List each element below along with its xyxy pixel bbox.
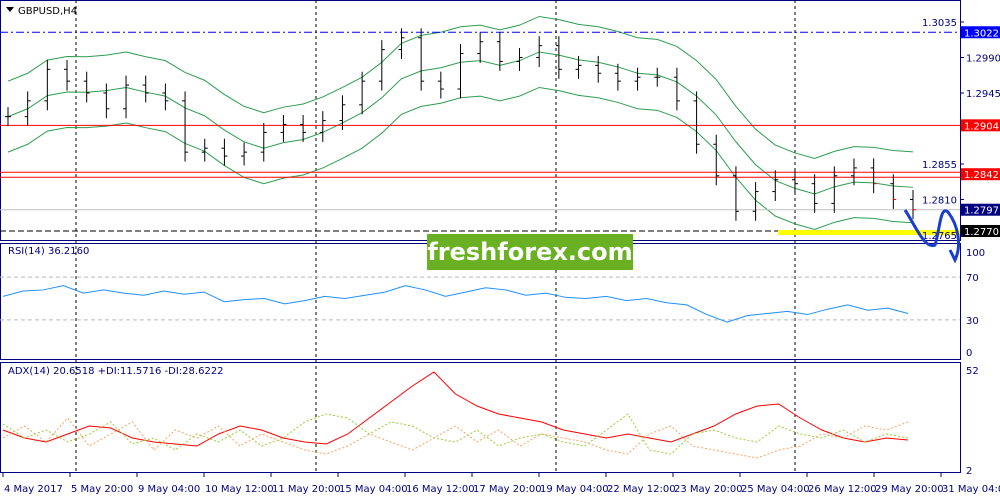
adx-panel — [2, 371, 909, 459]
support-highlight — [778, 230, 960, 236]
rsi-line — [2, 285, 909, 323]
time-tick-label: 5 May 20:00 — [71, 484, 133, 495]
adx-label: ADX(14) 20.6518 +DI:11.5716 -DI:28.6222 — [8, 366, 224, 377]
rsi-tick-label: 100 — [966, 248, 985, 259]
adx-series-di — [2, 417, 909, 459]
symbol-label: GBPUSD,H4 — [18, 6, 77, 17]
level-price-tag — [961, 119, 1000, 132]
watermark: freshforex.com — [427, 234, 633, 270]
price-tick-label: 1.2990 — [966, 53, 1000, 64]
level-price-label: 1.2797 — [964, 206, 999, 217]
time-tick-label: 25 May 04:00 — [741, 484, 810, 495]
rsi-tick-label: 30 — [966, 316, 979, 327]
axes: 1.3035 1.2990 1.2945 1.2855 1.2810 1.2765 100 7… — [2, 18, 1000, 495]
level-price-tag — [961, 225, 1000, 238]
adx-series-di — [2, 413, 909, 455]
price-tick-label: 1.2855 — [922, 160, 957, 171]
adx-series-adx — [2, 371, 909, 447]
level-price-label: 1.2770 — [964, 227, 999, 238]
time-tick-label: 10 May 12:00 — [205, 484, 274, 495]
price-tick-label: 1.2810 — [922, 195, 957, 206]
hand-drawn-arrow — [903, 209, 960, 264]
time-tick-label: 31 May 04:00 — [942, 484, 1000, 495]
adx-tick-label: 52 — [966, 366, 979, 377]
level-price-tag — [961, 168, 1000, 181]
level-price-tag — [961, 26, 1000, 39]
adx-tick-label: 2 — [966, 466, 972, 477]
time-tick-label: 19 May 04:00 — [540, 484, 609, 495]
rsi-tick-label: 0 — [966, 348, 972, 359]
time-tick-label: 26 May 12:00 — [808, 484, 877, 495]
collapse-triangle-icon[interactable] — [6, 7, 14, 12]
time-tick-label: 29 May 20:00 — [875, 484, 944, 495]
time-tick-label: 9 May 04:00 — [138, 484, 200, 495]
time-tick-label: 17 May 20:00 — [473, 484, 542, 495]
time-tick-label: 22 May 12:00 — [607, 484, 676, 495]
level-price-label: 1.2842 — [964, 170, 999, 181]
level-price-tag — [961, 203, 1000, 216]
price-tick-label: 1.2765 — [922, 231, 957, 242]
time-tick-label: 16 May 12:00 — [406, 484, 475, 495]
time-tick-label: 4 May 2017 — [4, 484, 63, 495]
rsi-tick-label: 70 — [966, 273, 979, 284]
adx-panel-frame — [0, 362, 961, 473]
time-tick-label: 15 May 04:00 — [339, 484, 408, 495]
time-tick-label: 11 May 20:00 — [272, 484, 341, 495]
band-upper — [7, 15, 914, 159]
rsi-panel — [0, 276, 960, 323]
band-lower — [7, 86, 914, 230]
time-tick-label: 23 May 20:00 — [674, 484, 743, 495]
level-price-label: 1.2904 — [964, 121, 999, 132]
price-tick-label: 1.3035 — [922, 18, 957, 29]
rsi-label: RSI(14) 36.2160 — [8, 246, 89, 257]
candles — [5, 28, 916, 221]
price-tick-label: 1.2945 — [966, 89, 1000, 100]
level-price-label: 1.3022 — [964, 28, 999, 39]
